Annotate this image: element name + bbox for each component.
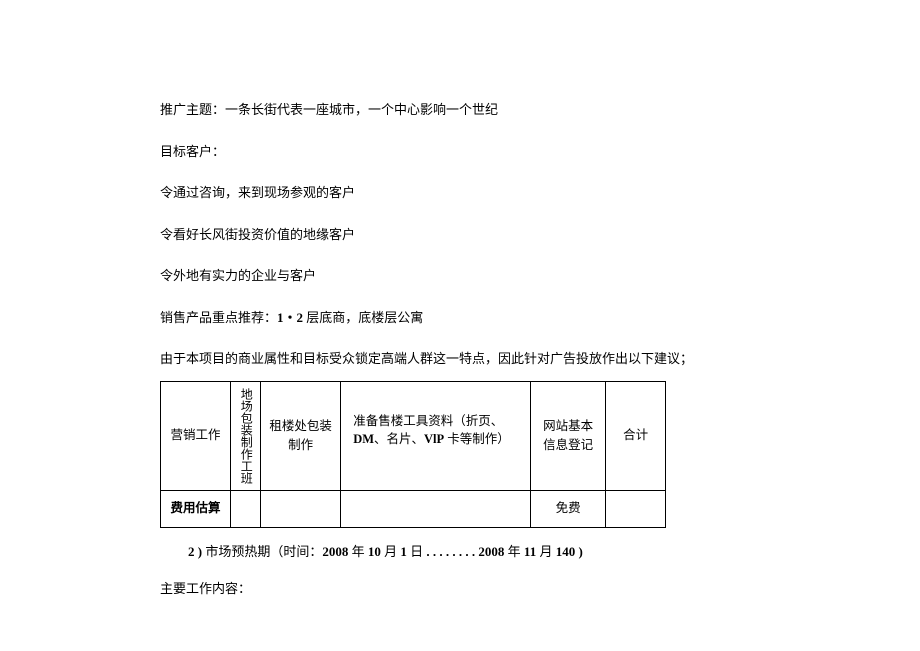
preheat-m2: 月: [536, 544, 556, 559]
preheat-y1: 年: [348, 544, 368, 559]
marketing-table: 营销工作 地场包装制作工班 租楼处包装制作 准备售楼工具资料（折页、 DM、名片、…: [160, 381, 666, 528]
para-theme: 推广主题：一条长街代表一座城市，一个中心影响一个世纪: [160, 100, 760, 120]
cell-empty: [231, 490, 261, 527]
para-product-bold: 1・2: [277, 310, 303, 325]
cell-sales-dm: DM: [353, 432, 374, 446]
preheat-dots: . . . . . . . .: [423, 544, 478, 559]
preheat-num: 2 ): [188, 544, 202, 559]
table-row: 费用估算 免费: [161, 490, 666, 527]
cell-marketing-work: 营销工作: [161, 381, 231, 490]
cell-empty: [261, 490, 341, 527]
document-body: 推广主题：一条长街代表一座城市，一个中心影响一个世纪 目标客户： 令通过咨询，来…: [160, 100, 760, 599]
preheat-year2: 2008: [478, 544, 504, 559]
preheat-y2: 年: [504, 544, 524, 559]
cell-rental-packaging: 租楼处包装制作: [261, 381, 341, 490]
para-target-1: 令通过咨询，来到现场参观的客户: [160, 183, 760, 203]
cell-free: 免费: [531, 490, 606, 527]
vertical-label: 地场包装制作工班: [239, 388, 252, 484]
preheat-year1: 2008: [322, 544, 348, 559]
cell-website-info: 网站基本信息登记: [531, 381, 606, 490]
para-product-suffix: 层底商，底楼层公寓: [303, 310, 423, 325]
para-target-title: 目标客户：: [160, 142, 760, 162]
preheat-d1: 日: [407, 544, 423, 559]
preheat-text: 市场预热期（时间：: [202, 544, 322, 559]
preheat-month2: 11: [524, 544, 536, 559]
para-target-2: 令看好长风街投资价值的地缘客户: [160, 225, 760, 245]
cell-sales-prefix: 准备售楼工具资料（折页、: [353, 414, 503, 428]
cell-sales-vip: VlP: [424, 432, 444, 446]
cell-empty: [606, 490, 666, 527]
cell-total: 合计: [606, 381, 666, 490]
para-product: 销售产品重点推荐：1・2 层底商，底楼层公寓: [160, 308, 760, 328]
para-main-work: 主要工作内容：: [160, 579, 760, 599]
para-product-prefix: 销售产品重点推荐：: [160, 310, 277, 325]
cell-sales-mid: 、名片、: [374, 432, 424, 446]
cell-cost-estimate: 费用估算: [161, 490, 231, 527]
preheat-m1: 月: [381, 544, 401, 559]
preheat-end: 140 ): [556, 544, 583, 559]
para-preheat: 2 ) 市场预热期（时间：2008 年 10 月 1 日 . . . . . .…: [160, 542, 760, 562]
cell-site-packaging: 地场包装制作工班: [231, 381, 261, 490]
para-suggestion: 由于本项目的商业属性和目标受众锁定高端人群这一特点，因此针对广告投放作出以下建议…: [160, 349, 760, 369]
cell-empty: [341, 490, 531, 527]
para-target-3: 令外地有实力的企业与客户: [160, 266, 760, 286]
table-row: 营销工作 地场包装制作工班 租楼处包装制作 准备售楼工具资料（折页、 DM、名片、…: [161, 381, 666, 490]
preheat-month1: 10: [368, 544, 381, 559]
cell-sales-tools: 准备售楼工具资料（折页、 DM、名片、VlP 卡等制作）: [341, 381, 531, 490]
cell-sales-suffix: 卡等制作）: [444, 432, 510, 446]
